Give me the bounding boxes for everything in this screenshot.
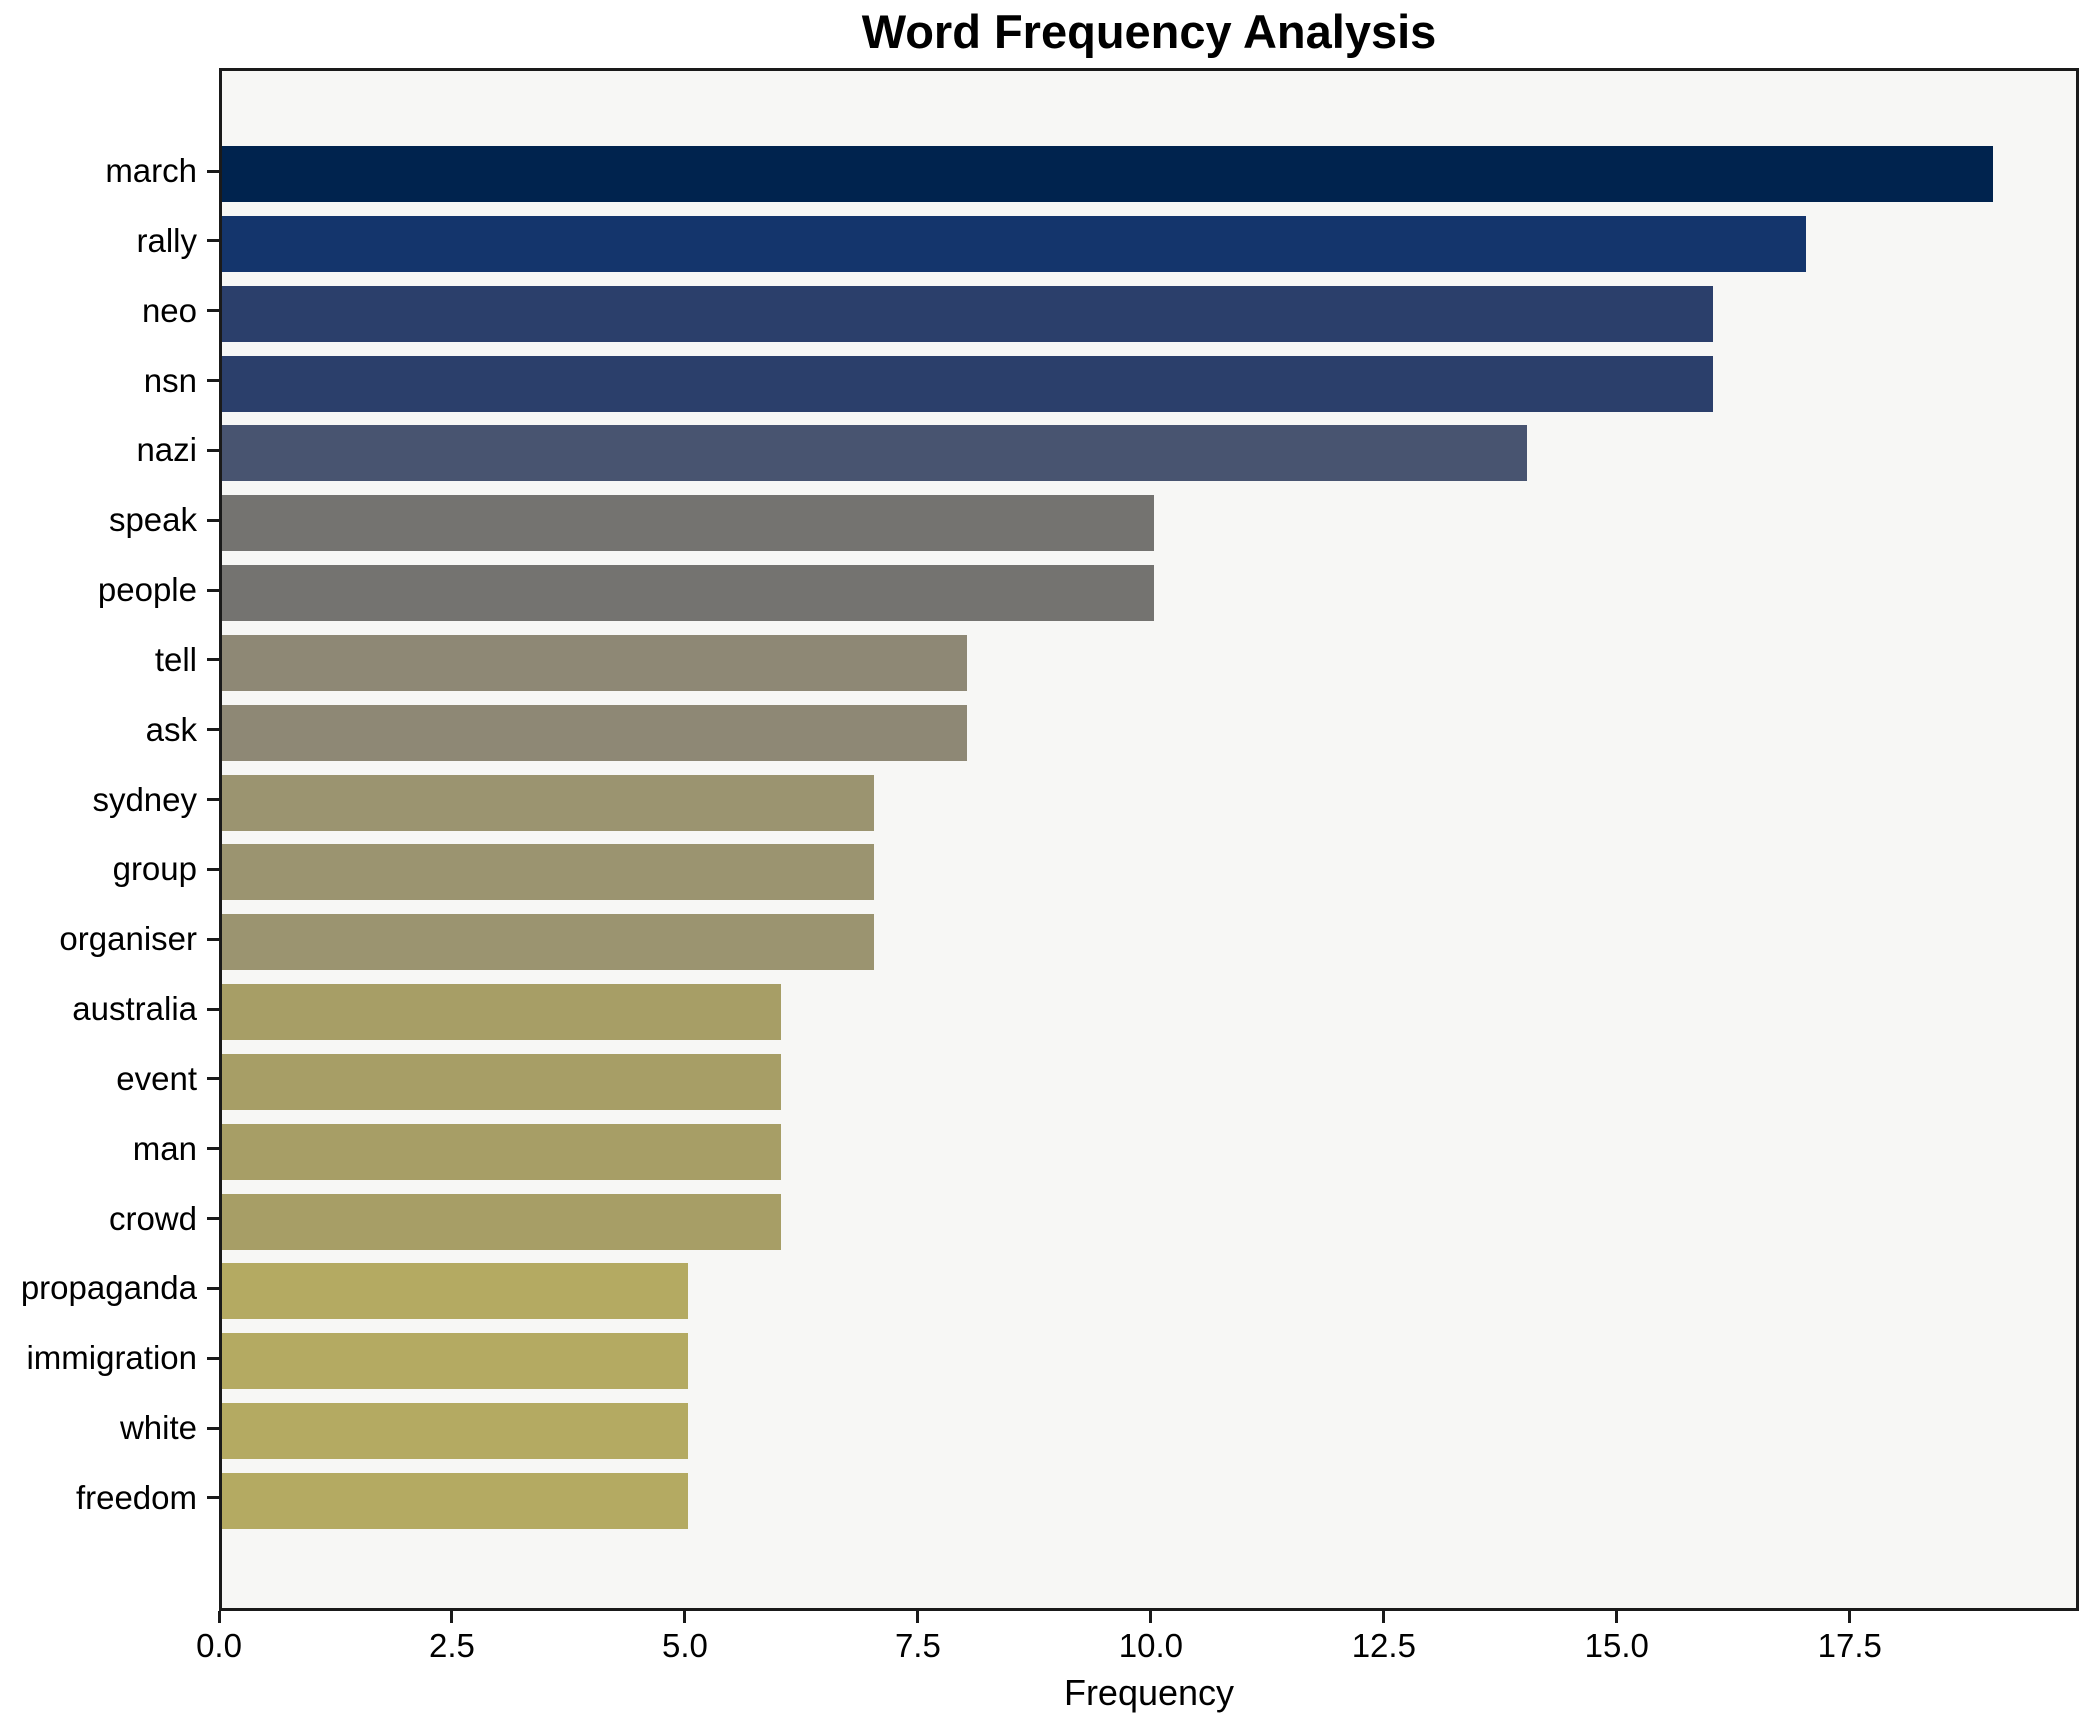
x-tick-2.5 xyxy=(450,1611,454,1623)
x-tick-label-7.5: 7.5 xyxy=(894,1627,941,1664)
bar-immigration xyxy=(222,1333,688,1390)
bar-event xyxy=(222,1053,782,1110)
y-axis-label-tell: tell xyxy=(154,640,197,678)
x-tick-7.5 xyxy=(916,1611,920,1623)
y-tick-event xyxy=(207,1077,219,1081)
bar-white xyxy=(222,1403,688,1460)
y-axis-label-crowd: crowd xyxy=(108,1199,197,1237)
bar-ask xyxy=(222,704,968,761)
y-axis-label-immigration: immigration xyxy=(26,1339,197,1377)
y-tick-australia xyxy=(207,1007,219,1011)
plot-area xyxy=(219,68,2079,1611)
y-axis-label-neo: neo xyxy=(141,291,197,329)
x-tick-0.0 xyxy=(217,1611,221,1623)
y-tick-ask xyxy=(207,728,219,732)
y-tick-people xyxy=(207,588,219,592)
bar-organiser xyxy=(222,914,875,971)
y-axis-label-rally: rally xyxy=(136,221,197,259)
y-axis-label-ask: ask xyxy=(145,710,197,748)
x-tick-label-2.5: 2.5 xyxy=(429,1627,475,1664)
y-tick-freedom xyxy=(207,1496,219,1500)
y-axis-label-people: people xyxy=(97,571,197,609)
y-tick-tell xyxy=(207,658,219,662)
y-tick-nsn xyxy=(207,379,219,383)
bar-march xyxy=(222,146,1993,202)
x-tick-label-17.5: 17.5 xyxy=(1817,1627,1882,1664)
bar-sydney xyxy=(222,774,875,831)
y-tick-white xyxy=(207,1426,219,1430)
y-tick-nazi xyxy=(207,448,219,452)
x-tick-label-12.5: 12.5 xyxy=(1351,1627,1416,1664)
bar-people xyxy=(222,565,1154,622)
bar-nsn xyxy=(222,355,1713,412)
chart-title: Word Frequency Analysis xyxy=(861,5,1437,58)
bar-neo xyxy=(222,285,1713,342)
bar-freedom xyxy=(222,1472,688,1529)
y-tick-crowd xyxy=(207,1217,219,1221)
y-tick-sydney xyxy=(207,798,219,802)
x-tick-15.0 xyxy=(1615,1611,1619,1623)
x-tick-label-0.0: 0.0 xyxy=(196,1627,242,1664)
bar-propaganda xyxy=(222,1263,688,1320)
x-tick-label-10.0: 10.0 xyxy=(1118,1627,1183,1664)
x-tick-label-15.0: 15.0 xyxy=(1584,1627,1649,1664)
bars-layer xyxy=(222,71,2076,1608)
y-tick-man xyxy=(207,1147,219,1151)
x-axis-label: Frequency xyxy=(1063,1672,1235,1713)
bar-australia xyxy=(222,984,782,1041)
x-tick-12.5 xyxy=(1382,1611,1386,1623)
x-tick-5.0 xyxy=(683,1611,687,1623)
x-tick-17.5 xyxy=(1848,1611,1852,1623)
y-axis-label-nazi: nazi xyxy=(136,431,197,469)
y-axis-label-event: event xyxy=(116,1059,197,1097)
y-axis-label-march: march xyxy=(105,152,197,189)
y-axis-label-speak: speak xyxy=(108,501,197,539)
bar-speak xyxy=(222,495,1154,552)
y-axis-label-sydney: sydney xyxy=(92,780,197,818)
x-tick-label-5.0: 5.0 xyxy=(661,1627,708,1664)
y-tick-group xyxy=(207,867,219,871)
y-axis-label-nsn: nsn xyxy=(143,361,197,399)
y-axis-label-australia: australia xyxy=(72,990,197,1028)
y-axis-label-man: man xyxy=(132,1129,197,1167)
y-tick-rally xyxy=(207,239,219,243)
y-tick-neo xyxy=(207,309,219,313)
y-tick-organiser xyxy=(207,937,219,941)
bar-tell xyxy=(222,634,968,691)
x-tick-10.0 xyxy=(1149,1611,1153,1623)
y-tick-immigration xyxy=(207,1356,219,1360)
y-tick-propaganda xyxy=(207,1286,219,1290)
y-axis-label-group: group xyxy=(112,850,197,888)
y-axis-label-propaganda: propaganda xyxy=(20,1269,197,1307)
y-tick-speak xyxy=(207,518,219,522)
y-tick-march xyxy=(207,169,219,173)
y-axis-label-organiser: organiser xyxy=(59,920,197,958)
bar-nazi xyxy=(222,425,1527,482)
bar-rally xyxy=(222,215,1807,272)
bar-man xyxy=(222,1123,782,1180)
bar-group xyxy=(222,844,875,901)
y-axis-label-white: white xyxy=(119,1409,197,1447)
y-axis-label-freedom: freedom xyxy=(75,1478,197,1516)
bar-crowd xyxy=(222,1193,782,1250)
